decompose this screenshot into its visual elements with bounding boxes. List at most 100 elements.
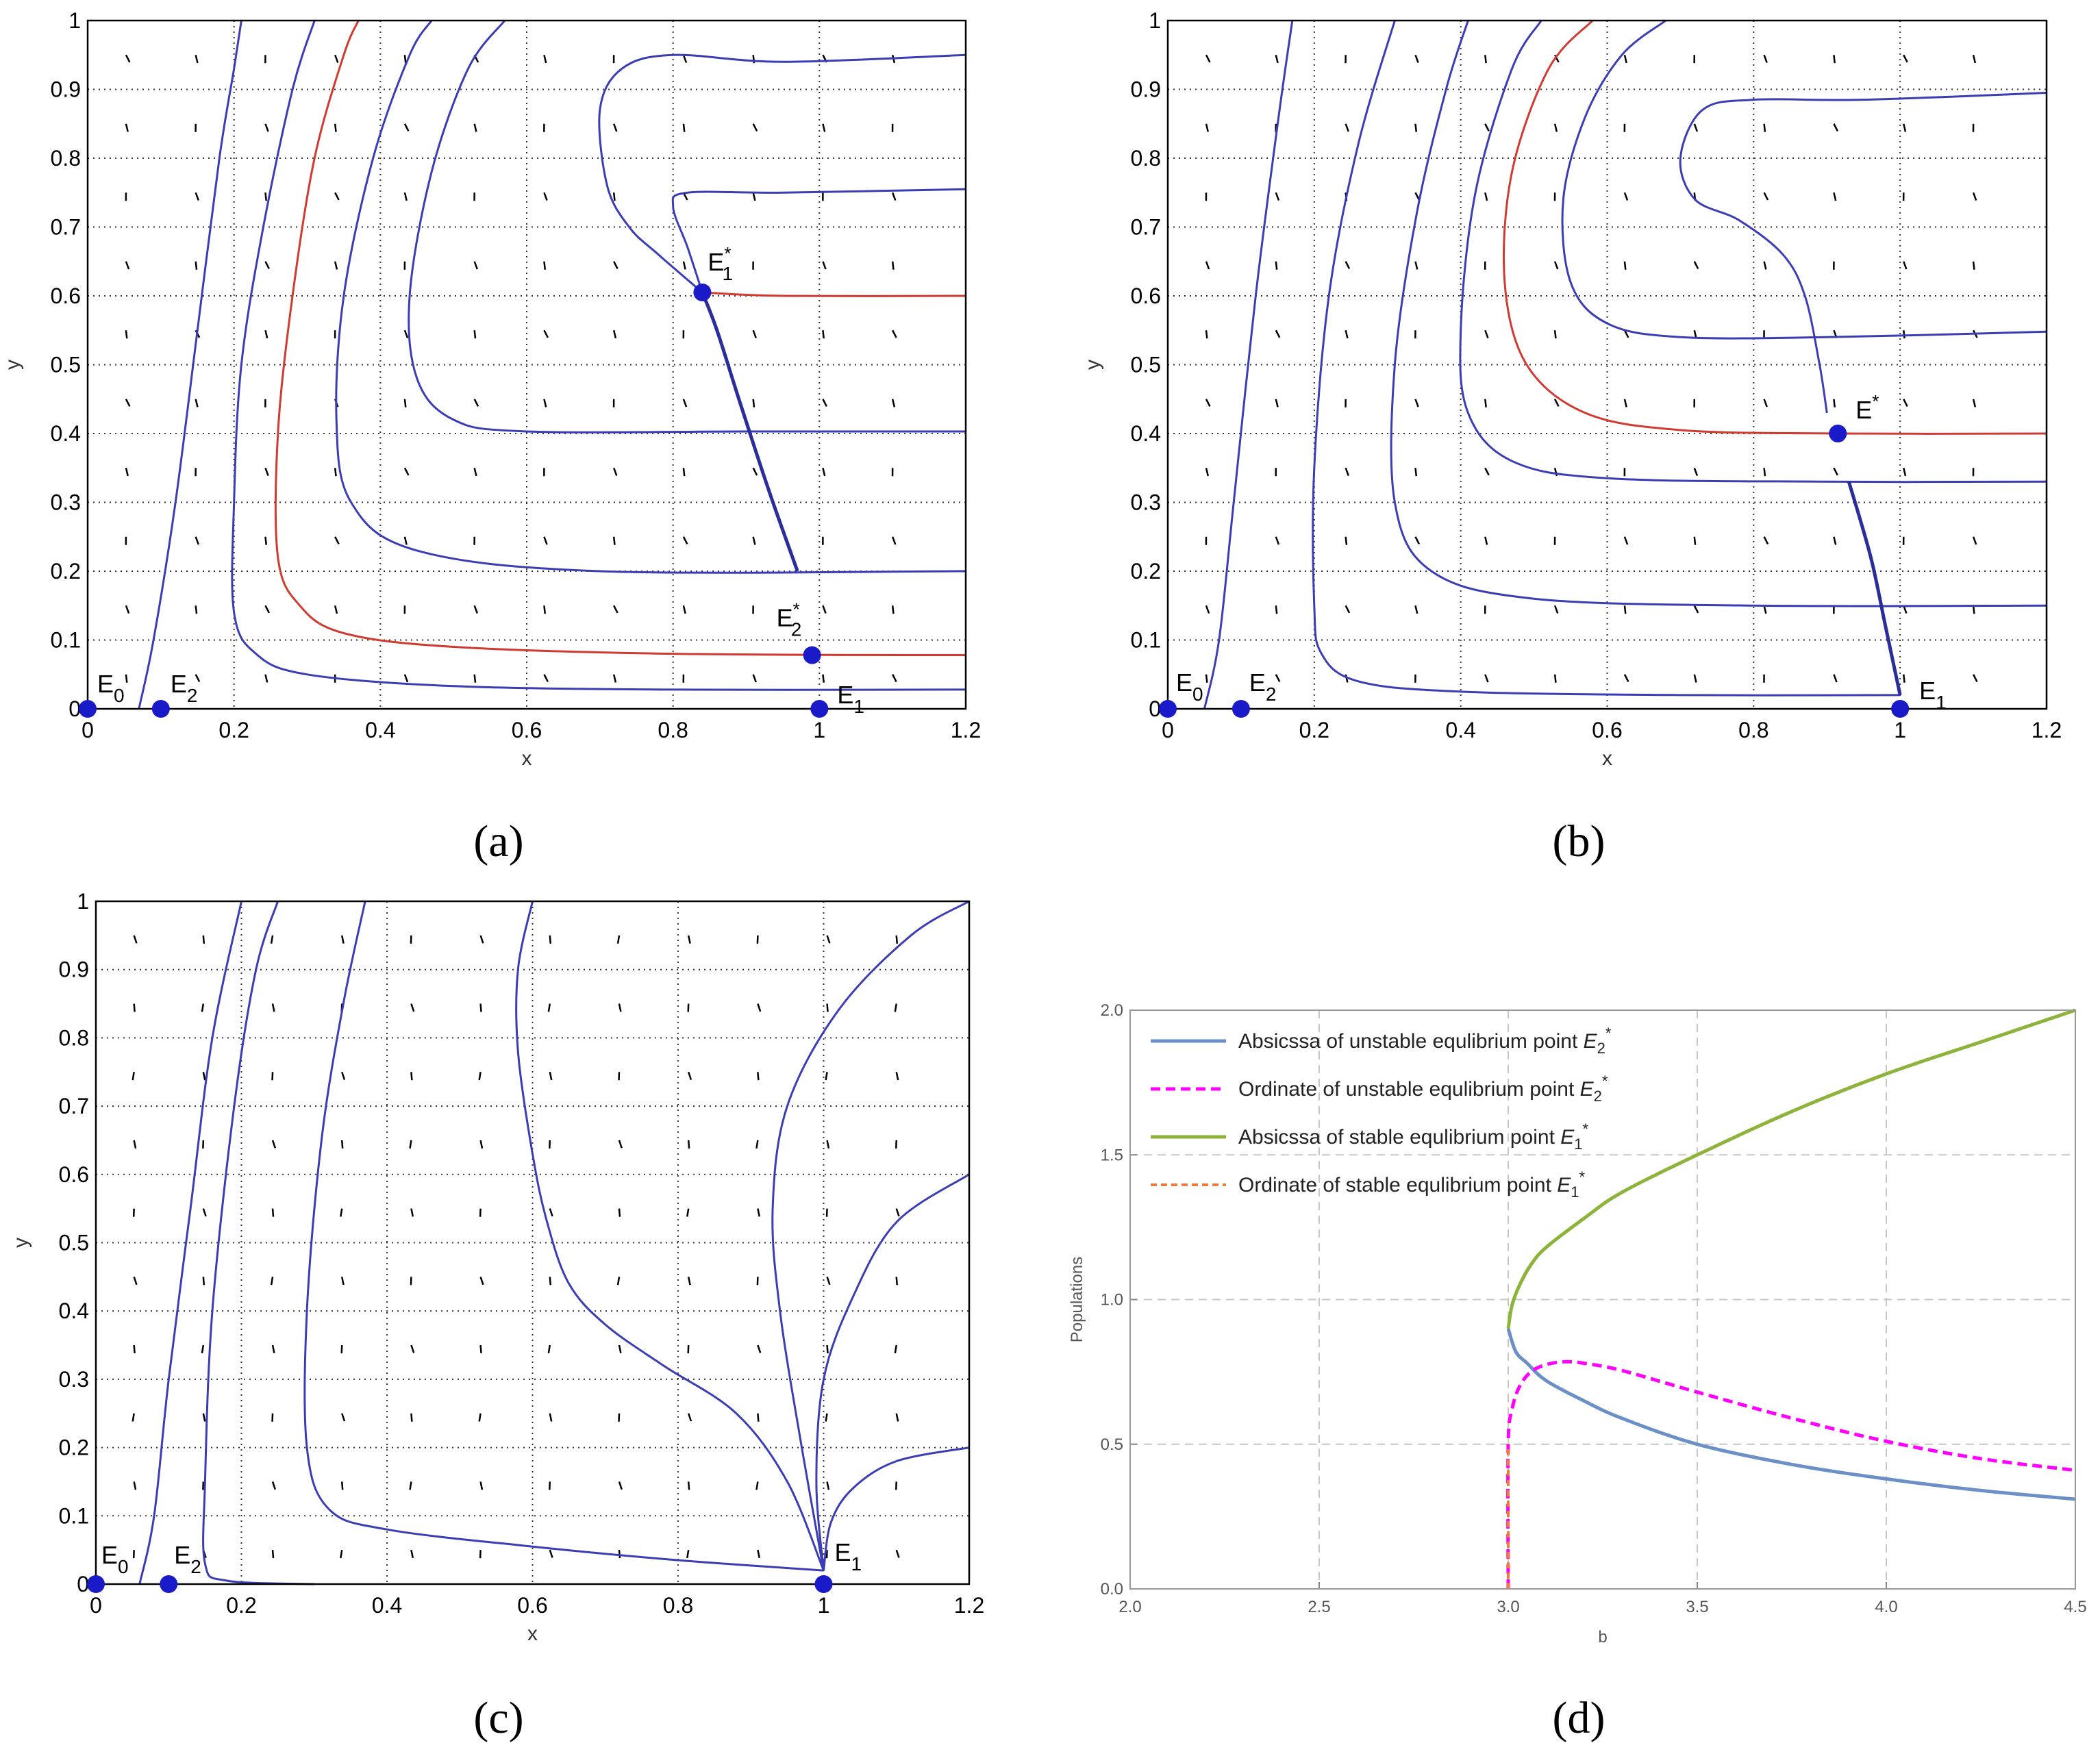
field-arrow	[543, 605, 547, 614]
field-arrow	[133, 1140, 137, 1149]
y-axis-label: y	[10, 1238, 32, 1248]
field-arrow	[1693, 674, 1697, 683]
field-arrow	[264, 467, 269, 476]
y-tick-label: 1.5	[1101, 1146, 1123, 1164]
field-arrow	[822, 123, 826, 132]
field-arrow	[1414, 605, 1418, 614]
field-arrow	[1484, 467, 1490, 476]
field-arrow	[334, 192, 340, 201]
field-arrow	[473, 467, 477, 477]
trajectory-traj-7	[823, 1446, 970, 1571]
trajectory-traj-4	[1459, 20, 2047, 484]
equilibrium-point-E1-star	[693, 283, 712, 301]
equilibrium-label: E0	[97, 670, 125, 706]
x-tick-label: 0.2	[218, 718, 249, 742]
field-arrow	[757, 1003, 762, 1012]
y-tick-label: 0.7	[1131, 215, 1161, 240]
field-arrow	[687, 1413, 692, 1422]
x-tick-label: 0.2	[1299, 718, 1329, 742]
field-arrow	[543, 54, 547, 64]
field-arrow	[826, 1140, 830, 1149]
field-arrow	[264, 123, 269, 132]
equilibrium-label: E0	[101, 1541, 129, 1577]
equilibrium-label: E1	[1919, 677, 1947, 713]
y-tick-label: 0.3	[51, 490, 81, 515]
field-arrow	[1275, 54, 1279, 64]
field-arrow	[1484, 123, 1490, 132]
field-arrow	[549, 1549, 553, 1558]
field-arrow	[1833, 467, 1838, 476]
field-arrow	[1763, 536, 1769, 545]
field-arrow	[271, 1003, 275, 1012]
field-arrow	[822, 261, 827, 270]
field-arrow	[1553, 261, 1559, 270]
field-arrow	[1972, 192, 1977, 201]
trajectory-traj-3	[1390, 20, 2047, 607]
field-arrow	[1623, 674, 1629, 683]
field-arrow	[125, 261, 130, 270]
field-arrow	[752, 674, 757, 683]
field-arrow	[473, 399, 479, 407]
field-arrow	[618, 1344, 622, 1354]
field-arrow	[403, 674, 409, 683]
trajectory-separatrix-low	[274, 20, 966, 657]
y-tick-label: 0.5	[51, 353, 81, 377]
field-arrow	[403, 536, 408, 545]
field-arrow	[894, 1344, 897, 1354]
trajectory-traj-1	[1203, 20, 1294, 710]
field-arrow	[1763, 54, 1768, 63]
field-arrow	[757, 1208, 760, 1217]
series-line-1	[1506, 1359, 2076, 1590]
legend-entry: Ordinate of stable equlibrium point E1*	[1238, 1168, 1586, 1201]
field-arrow	[341, 935, 345, 944]
field-arrow	[752, 123, 758, 132]
equilibrium-label: E2	[174, 1541, 201, 1577]
field-arrow	[895, 1208, 900, 1217]
panel-caption: (c)	[473, 1693, 523, 1743]
field-arrow	[543, 192, 548, 201]
y-tick-label: 0.1	[51, 628, 81, 653]
y-tick-label: 0.2	[1131, 559, 1161, 584]
equilibrium-point-E2-star	[803, 646, 821, 664]
field-arrow	[1414, 192, 1421, 201]
y-tick-label: 0.6	[1131, 284, 1161, 308]
field-arrow	[410, 1344, 415, 1353]
field-arrow	[270, 1277, 274, 1285]
field-arrow	[1623, 399, 1627, 407]
field-arrow	[202, 1413, 206, 1422]
field-arrow	[1693, 605, 1699, 614]
field-arrow	[479, 1344, 482, 1354]
field-arrow	[201, 1344, 205, 1354]
field-arrow	[1484, 399, 1487, 407]
field-arrow	[822, 399, 827, 407]
equilibrium-point-E2	[1232, 700, 1250, 718]
field-arrow	[1205, 123, 1209, 132]
field-arrow	[826, 1481, 830, 1490]
y-tick-label: 0.0	[1101, 1580, 1123, 1598]
trajectory-traj-6	[671, 188, 966, 293]
y-tick-label: 0	[68, 697, 81, 721]
field-arrow	[264, 674, 268, 683]
field-arrow	[334, 468, 337, 477]
field-arrow	[1833, 123, 1838, 132]
field-arrow	[686, 1208, 690, 1217]
field-arrow	[547, 1003, 551, 1012]
field-arrow	[1763, 192, 1769, 201]
field-arrow	[1275, 605, 1278, 614]
trajectory-traj-5	[1561, 19, 2047, 340]
field-arrow	[1903, 123, 1907, 132]
equilibrium-label: E2	[1249, 668, 1277, 705]
field-arrow	[895, 1413, 899, 1422]
field-arrow	[410, 1003, 415, 1012]
field-arrow	[1275, 674, 1281, 683]
field-arrow	[891, 261, 895, 270]
field-arrow	[1345, 605, 1351, 614]
field-arrow	[1763, 123, 1766, 132]
x-tick-label: 0	[1162, 718, 1174, 742]
series-line-2	[1506, 1008, 2076, 1329]
field-arrow	[1275, 329, 1281, 338]
field-arrow	[543, 536, 548, 545]
x-axis-label: x	[1602, 747, 1612, 770]
field-arrow	[616, 935, 621, 944]
x-tick-label: 0.6	[517, 1593, 547, 1618]
